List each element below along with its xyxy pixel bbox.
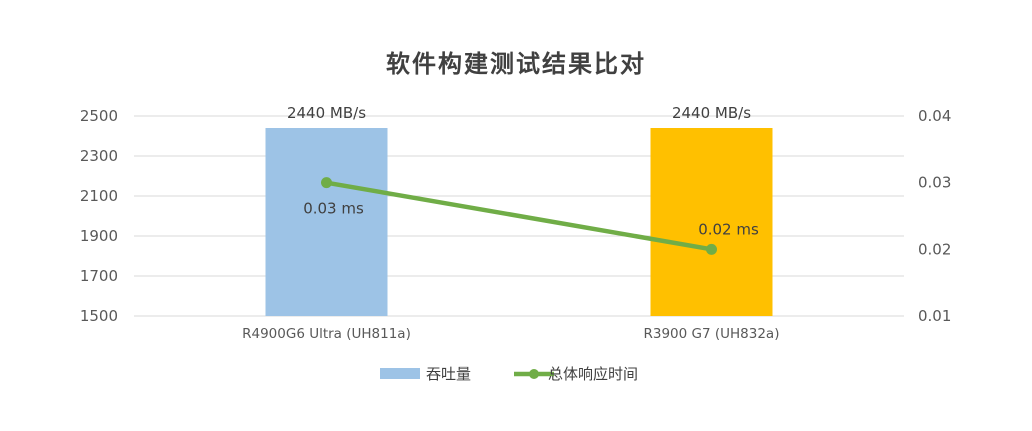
legend-swatch-marker	[529, 369, 539, 379]
left-tick-label: 2300	[80, 147, 118, 165]
left-tick-label: 2100	[80, 187, 118, 205]
left-tick-label: 1900	[80, 227, 118, 245]
chart-title: 软件构建测试结果比对	[386, 50, 646, 78]
grid-lines	[134, 115, 904, 317]
bar-series: 2440 MB/s 2440 MB/s	[265, 104, 773, 316]
line-point	[321, 177, 332, 189]
line-data-label: 0.03 ms	[303, 200, 364, 218]
right-tick-label: 0.01	[918, 307, 951, 325]
line-series: 0.03 ms 0.02 ms	[303, 177, 759, 255]
line-point	[706, 243, 717, 255]
bar	[265, 128, 388, 316]
line-path	[324, 180, 714, 252]
right-tick-label: 0.04	[918, 107, 951, 125]
legend-label: 吞吐量	[426, 365, 471, 383]
left-tick-label: 1500	[80, 307, 118, 325]
legend-label: 总体响应时间	[548, 365, 638, 383]
left-axis: 1500 1700 1900 2100 2300 2500	[80, 107, 118, 325]
right-axis: 0.01 0.02 0.03 0.04	[918, 107, 951, 325]
bar	[650, 128, 773, 316]
bar-data-label: 2440 MB/s	[672, 104, 751, 122]
left-tick-label: 1700	[80, 267, 118, 285]
left-tick-label: 2500	[80, 107, 118, 125]
category-label: R4900G6 Ultra (UH811a)	[242, 326, 411, 342]
category-label: R3900 G7 (UH832a)	[644, 326, 780, 342]
legend: 吞吐量 总体响应时间	[380, 365, 638, 383]
legend-swatch-bar	[380, 368, 420, 379]
x-axis: R4900G6 Ultra (UH811a) R3900 G7 (UH832a)	[242, 326, 779, 342]
right-tick-label: 0.02	[918, 240, 951, 258]
line-data-label: 0.02 ms	[698, 220, 759, 238]
bar-data-label: 2440 MB/s	[287, 104, 366, 122]
right-tick-label: 0.03	[918, 174, 951, 192]
